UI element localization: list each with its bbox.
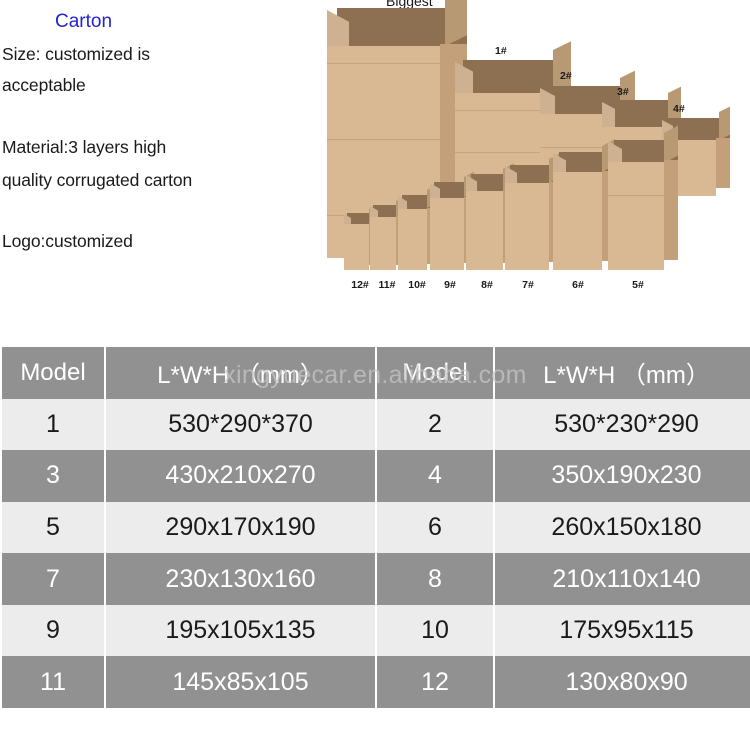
carton-size-illustration: Biggest 1# 2# [325, 0, 750, 305]
cell-model: 11 [0, 656, 106, 708]
carton-label-8: 8# [481, 279, 493, 291]
carton-label-5: 5# [632, 279, 644, 291]
page-title: Carton [55, 11, 113, 32]
cell-model: 2 [375, 398, 495, 451]
cell-model: 3 [0, 450, 106, 502]
cell-dimensions: 260x150x180 [493, 501, 750, 554]
carton-label-9: 9# [444, 279, 456, 291]
cell-dimensions: 290x170x190 [104, 501, 377, 554]
description-line: quality corrugated carton [2, 170, 193, 190]
cell-model: 10 [375, 604, 495, 657]
table-row: 7 230x130x160 8 210x110x140 [0, 553, 750, 605]
cell-dimensions: 430x210x270 [104, 450, 377, 502]
carton-label-3: 3# [617, 86, 629, 98]
cell-model: 12 [375, 656, 495, 708]
product-description-block: Carton Size: customized is acceptable Ma… [0, 0, 330, 300]
header-dimensions-2: L*W*H （mm） [493, 347, 750, 399]
header-dim-text-2: L*W*H （mm） [543, 362, 710, 390]
header-dimensions-1: L*W*H （mm） [104, 347, 377, 399]
cell-model: 8 [375, 553, 495, 605]
cell-dimensions: 530*290*370 [104, 398, 377, 451]
cell-dimensions: 350x190x230 [493, 450, 750, 502]
carton-label-7: 7# [522, 279, 534, 291]
cell-model: 9 [0, 604, 106, 657]
carton-5 [608, 125, 678, 270]
cell-dimensions: 130x80x90 [493, 656, 750, 708]
description-line: Size: customized is [2, 44, 150, 64]
carton-label-2: 2# [560, 70, 572, 82]
carton-label-biggest: Biggest [386, 0, 433, 9]
table-row: 5 290x170x190 6 260x150x180 [0, 501, 750, 554]
table-row: 11 145x85x105 12 130x80x90 [0, 656, 750, 708]
carton-label-4: 4# [673, 103, 685, 115]
cell-model: 1 [0, 398, 106, 451]
table-header-row: Model L*W*H （mm） Model L*W*H （mm） [0, 347, 750, 399]
cell-dimensions: 145x85x105 [104, 656, 377, 708]
header-model-1: Model [0, 347, 106, 399]
cell-dimensions: 195x105x135 [104, 604, 377, 657]
carton-label-6: 6# [572, 279, 584, 291]
header-dim-text-1: L*W*H （mm） [157, 362, 324, 390]
cell-model: 7 [0, 553, 106, 605]
cell-model: 5 [0, 501, 106, 554]
carton-label-10: 10# [408, 279, 426, 291]
table-row: 3 430x210x270 4 350x190x230 [0, 450, 750, 502]
cell-model: 6 [375, 501, 495, 554]
cell-model: 4 [375, 450, 495, 502]
carton-label-11: 11# [378, 279, 396, 291]
cell-dimensions: 175x95x115 [493, 604, 750, 657]
product-info-panel: Carton Size: customized is acceptable Ma… [0, 0, 750, 347]
table-row: 9 195x105x135 10 175x95x115 [0, 604, 750, 657]
description-line: acceptable [2, 75, 86, 95]
spec-table-body: Model L*W*H （mm） Model L*W*H （mm） 1 530*… [0, 347, 750, 708]
header-model-2: Model [375, 347, 495, 399]
description-line: Logo:customized [2, 231, 133, 251]
description-line: Material:3 layers high [2, 137, 167, 157]
cell-dimensions: 210x110x140 [493, 553, 750, 605]
cell-dimensions: 230x130x160 [104, 553, 377, 605]
cell-dimensions: 530*230*290 [493, 398, 750, 451]
carton-7 [505, 152, 561, 270]
carton-label-12: 12# [351, 279, 369, 291]
carton-label-1: 1# [495, 45, 507, 57]
carton-spec-table: Model L*W*H （mm） Model L*W*H （mm） 1 530*… [0, 347, 750, 708]
carton-6 [553, 139, 615, 270]
table-row: 1 530*290*370 2 530*230*290 [0, 398, 750, 451]
